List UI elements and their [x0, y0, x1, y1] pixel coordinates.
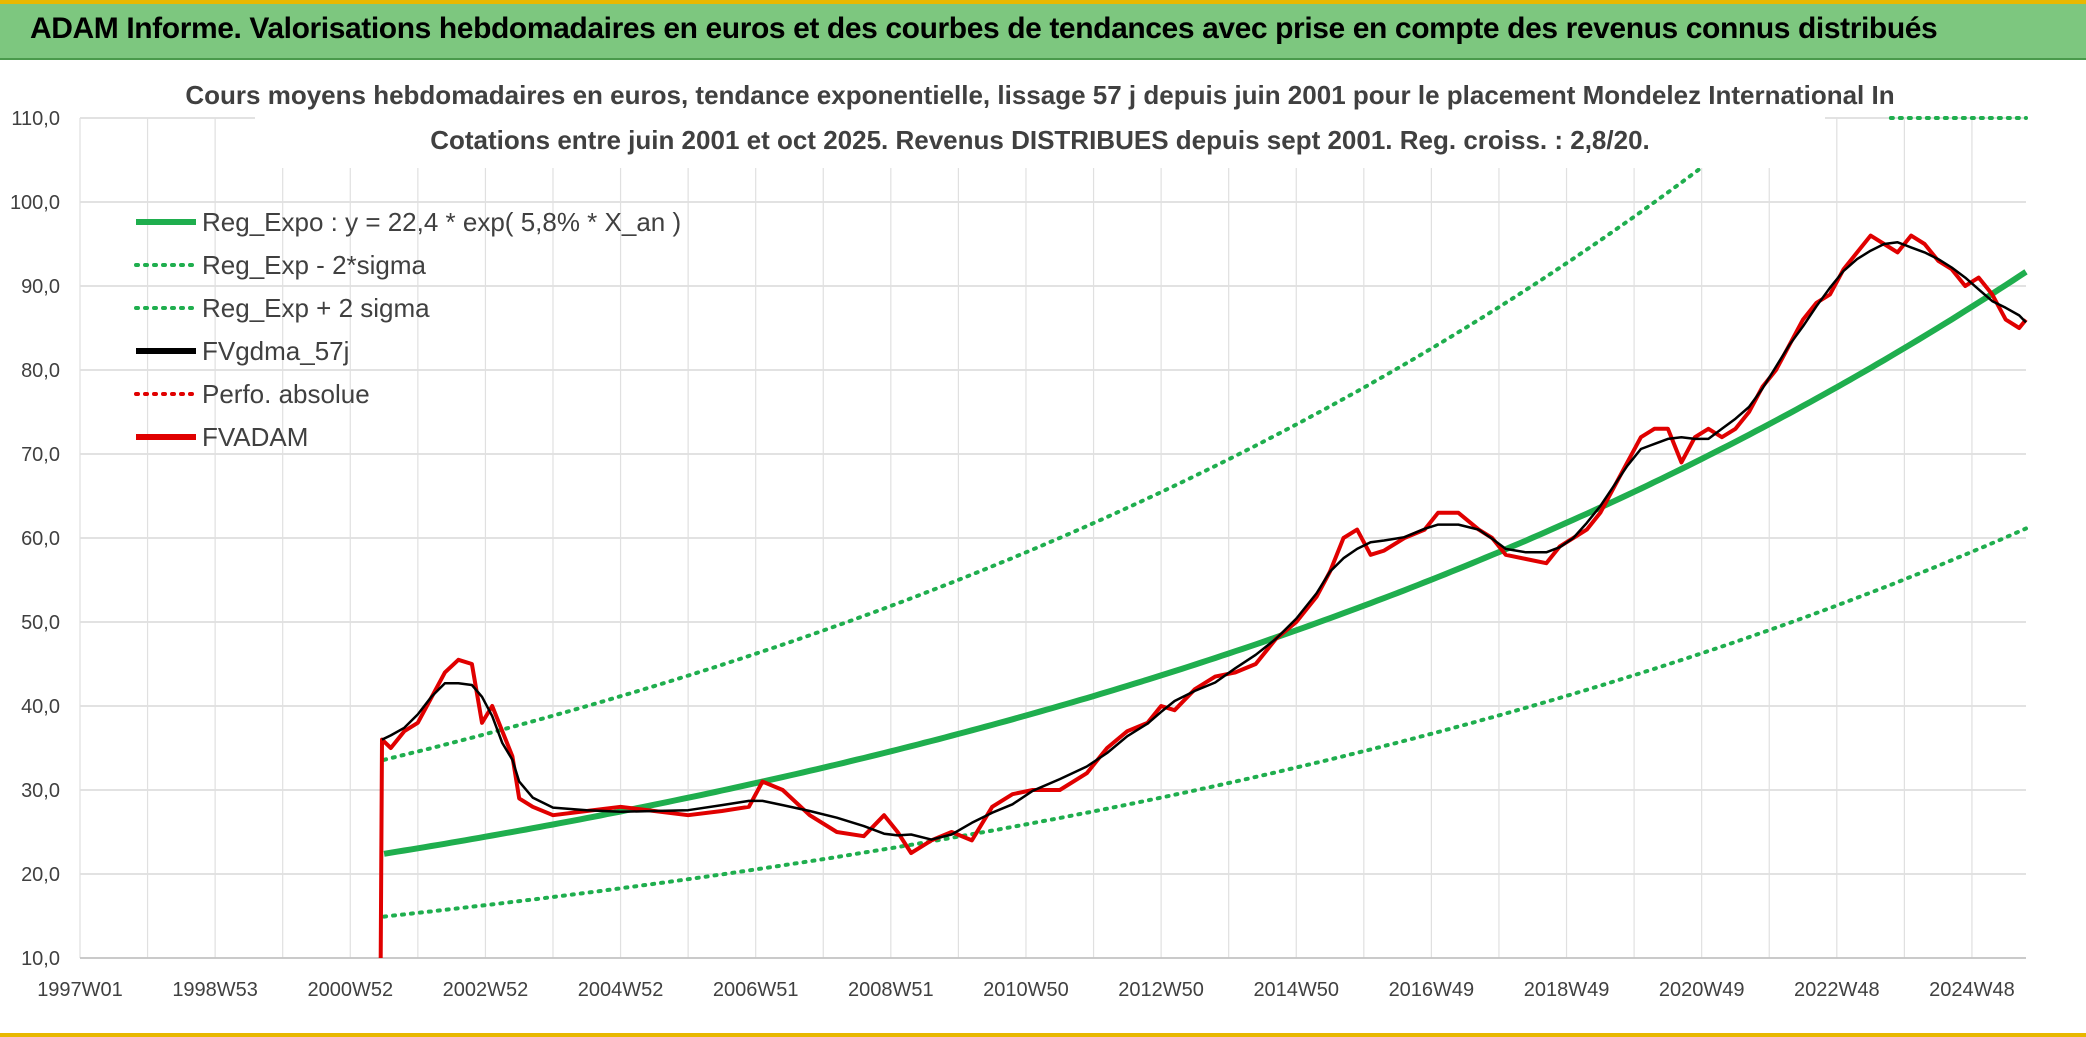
x-tick-label: 2020W49: [1659, 979, 1745, 1001]
legend-label-reg: Reg_Expo : y = 22,4 * exp( 5,8% * X_an ): [202, 207, 681, 237]
x-tick-label: 2024W48: [1929, 979, 2015, 1001]
legend-label-ma: FVgdma_57j: [202, 336, 349, 366]
legend: Reg_Expo : y = 22,4 * exp( 5,8% * X_an )…: [134, 207, 681, 452]
y-tick-label: 50,0: [21, 612, 60, 634]
series-reg-high: [382, 118, 1765, 762]
series-reg-low: [382, 526, 2028, 919]
y-tick-label: 110,0: [11, 108, 60, 130]
series-fvgdma: [381, 241, 2027, 841]
report-title: ADAM Informe. Valorisations hebdomadaire…: [30, 12, 1938, 45]
y-tick-label: 70,0: [21, 444, 60, 466]
x-tick-label: 1997W01: [37, 979, 123, 1001]
y-tick-label: 60,0: [21, 528, 60, 550]
legend-label-reg_low: Reg_Exp - 2*sigma: [202, 250, 427, 280]
chart-title-line2: Cotations entre juin 2001 et oct 2025. R…: [430, 125, 1650, 155]
chart: 10,0 20,0 30,0 40,0 50,0 60,0 70,0 80,0 90,0 100,…: [10, 62, 2028, 1001]
y-tick-label: 100,0: [10, 192, 60, 214]
chart-titles: Cours moyens hebdomadaires en euros, ten…: [185, 62, 1895, 168]
report-header: ADAM Informe. Valorisations hebdomadaire…: [0, 4, 2086, 60]
x-tick-label: 2012W50: [1118, 979, 1204, 1001]
axes: 10,0 20,0 30,0 40,0 50,0 60,0 70,0 80,0 90,0 100,…: [10, 108, 2026, 1001]
y-tick-label: 30,0: [21, 780, 60, 802]
series-reg: [383, 269, 2028, 857]
title-background: [255, 62, 1825, 168]
gridlines: [79, 117, 2026, 959]
legend-label-perfo: Perfo. absolue: [202, 379, 370, 409]
y-tick-label: 90,0: [21, 276, 60, 298]
x-tick-label: 2006W51: [713, 979, 799, 1001]
legend-label-reg_high: Reg_Exp + 2 sigma: [202, 293, 430, 323]
series-layer: [378, 116, 2028, 959]
series-fvadam: [378, 233, 2028, 959]
x-tick-label: 2002W52: [443, 979, 529, 1001]
y-tick-label: 10,0: [21, 948, 60, 970]
y-tick-label: 80,0: [21, 360, 60, 382]
y-tick-label: 20,0: [21, 864, 60, 886]
x-tick-label: 2014W50: [1253, 979, 1339, 1001]
x-tick-label: 2022W48: [1794, 979, 1880, 1001]
legend-label-fv: FVADAM: [202, 422, 308, 452]
x-tick-label: 2008W51: [848, 979, 934, 1001]
x-tick-label: 2018W49: [1524, 979, 1610, 1001]
x-tick-label: 2016W49: [1389, 979, 1475, 1001]
x-tick-label: 2000W52: [307, 979, 393, 1001]
y-tick-label: 40,0: [21, 696, 60, 718]
x-tick-label: 1998W53: [172, 979, 258, 1001]
chart-title-line1: Cours moyens hebdomadaires en euros, ten…: [185, 80, 1894, 110]
x-tick-label: 2010W50: [983, 979, 1069, 1001]
x-tick-label: 2004W52: [578, 979, 664, 1001]
